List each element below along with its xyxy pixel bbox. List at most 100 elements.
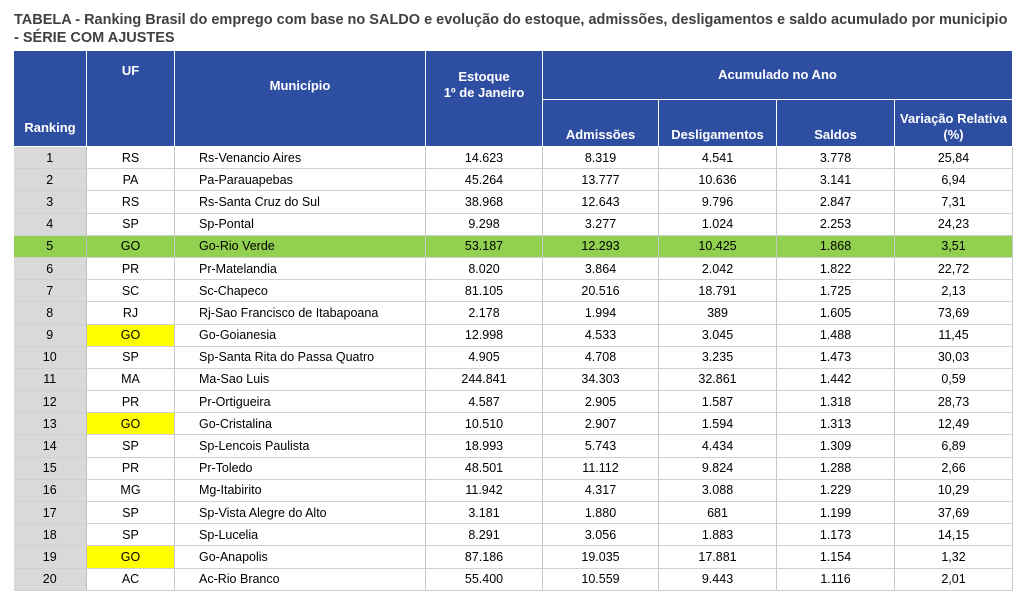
- table-row: 3 RS Rs-Santa Cruz do Sul 38.968 12.643 9.796…: [13, 190, 1013, 214]
- ranking-table: Ranking UF Município Estoque 1º de Janei…: [13, 50, 1013, 591]
- cell-admissoes: 8.319: [542, 146, 659, 170]
- table-row: 2 PA Pa-Parauapebas 45.264 13.777 10.636 3.141…: [13, 168, 1013, 192]
- table-row: 7 SC Sc-Chapeco 81.105 20.516 18.791 1.725 2,13: [13, 279, 1013, 303]
- cell-municipio: Ac-Rio Branco: [174, 568, 426, 591]
- cell-ranking: 8: [13, 301, 87, 325]
- cell-admissoes: 10.559: [542, 568, 659, 591]
- cell-desligamentos: 2.042: [658, 257, 777, 281]
- table-title: TABELA - Ranking Brasil do emprego com b…: [14, 12, 1008, 46]
- cell-estoque: 14.623: [425, 146, 543, 170]
- cell-municipio: Go-Cristalina: [174, 412, 426, 436]
- cell-admissoes: 34.303: [542, 368, 659, 392]
- cell-desligamentos: 4.434: [658, 434, 777, 458]
- table-row: 1 RS Rs-Venancio Aires 14.623 8.319 4.541 3.77…: [13, 146, 1013, 170]
- cell-admissoes: 12.643: [542, 190, 659, 214]
- cell-municipio: Rj-Sao Francisco de Itabapoana: [174, 301, 426, 325]
- cell-saldos: 1.725: [776, 279, 895, 303]
- cell-municipio: Pa-Parauapebas: [174, 168, 426, 192]
- cell-ranking: 3: [13, 190, 87, 214]
- table-row: 10 SP Sp-Santa Rita do Passa Quatro 4.905 4.…: [13, 346, 1013, 369]
- cell-saldos: 1.605: [776, 301, 895, 325]
- cell-desligamentos: 3.235: [658, 346, 777, 369]
- cell-ranking: 17: [13, 501, 87, 525]
- cell-saldos: 1.309: [776, 434, 895, 458]
- cell-desligamentos: 10.425: [658, 235, 777, 258]
- cell-admissoes: 1.994: [542, 301, 659, 325]
- table-row: 5 GO Go-Rio Verde 53.187 12.293 10.425 1.868 3,…: [13, 235, 1013, 258]
- cell-municipio: Go-Anapolis: [174, 545, 426, 569]
- cell-saldos: 3.141: [776, 168, 895, 192]
- cell-variacao: 12,49: [894, 412, 1013, 436]
- cell-admissoes: 19.035: [542, 545, 659, 569]
- header-variacao: Variação Relativa (%): [894, 99, 1013, 147]
- cell-ranking: 18: [13, 523, 87, 547]
- cell-uf: GO: [86, 412, 175, 436]
- header-saldos: Saldos: [776, 99, 895, 147]
- cell-variacao: 22,72: [894, 257, 1013, 281]
- cell-uf: SC: [86, 279, 175, 303]
- header-municipio: Município: [174, 50, 426, 147]
- cell-variacao: 14,15: [894, 523, 1013, 547]
- cell-admissoes: 5.743: [542, 434, 659, 458]
- header-estoque: Estoque 1º de Janeiro: [425, 50, 543, 147]
- table-row: 11 MA Ma-Sao Luis 244.841 34.303 32.861 1.442 0…: [13, 368, 1013, 392]
- cell-desligamentos: 681: [658, 501, 777, 525]
- table-body: 1 RS Rs-Venancio Aires 14.623 8.319 4.541 3.77…: [13, 146, 1013, 591]
- cell-uf: PR: [86, 457, 175, 480]
- table-row: 6 PR Pr-Matelandia 8.020 3.864 2.042 1.822 22,7…: [13, 257, 1013, 281]
- cell-desligamentos: 1.883: [658, 523, 777, 547]
- cell-ranking: 19: [13, 545, 87, 569]
- cell-uf: SP: [86, 501, 175, 525]
- cell-variacao: 2,01: [894, 568, 1013, 591]
- header-desligamentos: Desligamentos: [658, 99, 777, 147]
- cell-municipio: Go-Goianesia: [174, 324, 426, 347]
- cell-uf: RS: [86, 190, 175, 214]
- table-row: 13 GO Go-Cristalina 10.510 2.907 1.594 1.313 12…: [13, 412, 1013, 436]
- cell-ranking: 5: [13, 235, 87, 258]
- cell-desligamentos: 9.443: [658, 568, 777, 591]
- cell-uf: GO: [86, 545, 175, 569]
- table-row: 9 GO Go-Goianesia 12.998 4.533 3.045 1.488 11,4…: [13, 324, 1013, 347]
- cell-municipio: Sp-Lucelia: [174, 523, 426, 547]
- cell-municipio: Pr-Toledo: [174, 457, 426, 480]
- cell-saldos: 1.116: [776, 568, 895, 591]
- cell-municipio: Sp-Pontal: [174, 213, 426, 236]
- cell-admissoes: 20.516: [542, 279, 659, 303]
- cell-ranking: 14: [13, 434, 87, 458]
- cell-admissoes: 11.112: [542, 457, 659, 480]
- cell-variacao: 11,45: [894, 324, 1013, 347]
- cell-admissoes: 3.277: [542, 213, 659, 236]
- cell-saldos: 1.154: [776, 545, 895, 569]
- cell-uf: PA: [86, 168, 175, 192]
- cell-admissoes: 3.864: [542, 257, 659, 281]
- cell-municipio: Sc-Chapeco: [174, 279, 426, 303]
- cell-ranking: 1: [13, 146, 87, 170]
- cell-variacao: 1,32: [894, 545, 1013, 569]
- table-row: 17 SP Sp-Vista Alegre do Alto 3.181 1.880 681…: [13, 501, 1013, 525]
- cell-uf: RJ: [86, 301, 175, 325]
- header-admissoes: Admissões: [542, 99, 659, 147]
- cell-estoque: 55.400: [425, 568, 543, 591]
- cell-ranking: 20: [13, 568, 87, 591]
- cell-ranking: 12: [13, 390, 87, 414]
- cell-variacao: 3,51: [894, 235, 1013, 258]
- cell-variacao: 30,03: [894, 346, 1013, 369]
- cell-municipio: Go-Rio Verde: [174, 235, 426, 258]
- table-row: 16 MG Mg-Itabirito 11.942 4.317 3.088 1.229 10,…: [13, 479, 1013, 503]
- cell-estoque: 2.178: [425, 301, 543, 325]
- cell-estoque: 10.510: [425, 412, 543, 436]
- cell-ranking: 11: [13, 368, 87, 392]
- cell-estoque: 11.942: [425, 479, 543, 503]
- cell-admissoes: 1.880: [542, 501, 659, 525]
- cell-desligamentos: 1.587: [658, 390, 777, 414]
- cell-variacao: 24,23: [894, 213, 1013, 236]
- cell-ranking: 16: [13, 479, 87, 503]
- cell-desligamentos: 9.824: [658, 457, 777, 480]
- table-row: 4 SP Sp-Pontal 9.298 3.277 1.024 2.253 24,23: [13, 213, 1013, 236]
- cell-uf: SP: [86, 434, 175, 458]
- cell-uf: MG: [86, 479, 175, 503]
- cell-desligamentos: 3.088: [658, 479, 777, 503]
- cell-municipio: Rs-Santa Cruz do Sul: [174, 190, 426, 214]
- table-row: 20 AC Ac-Rio Branco 55.400 10.559 9.443 1.116 2…: [13, 568, 1013, 591]
